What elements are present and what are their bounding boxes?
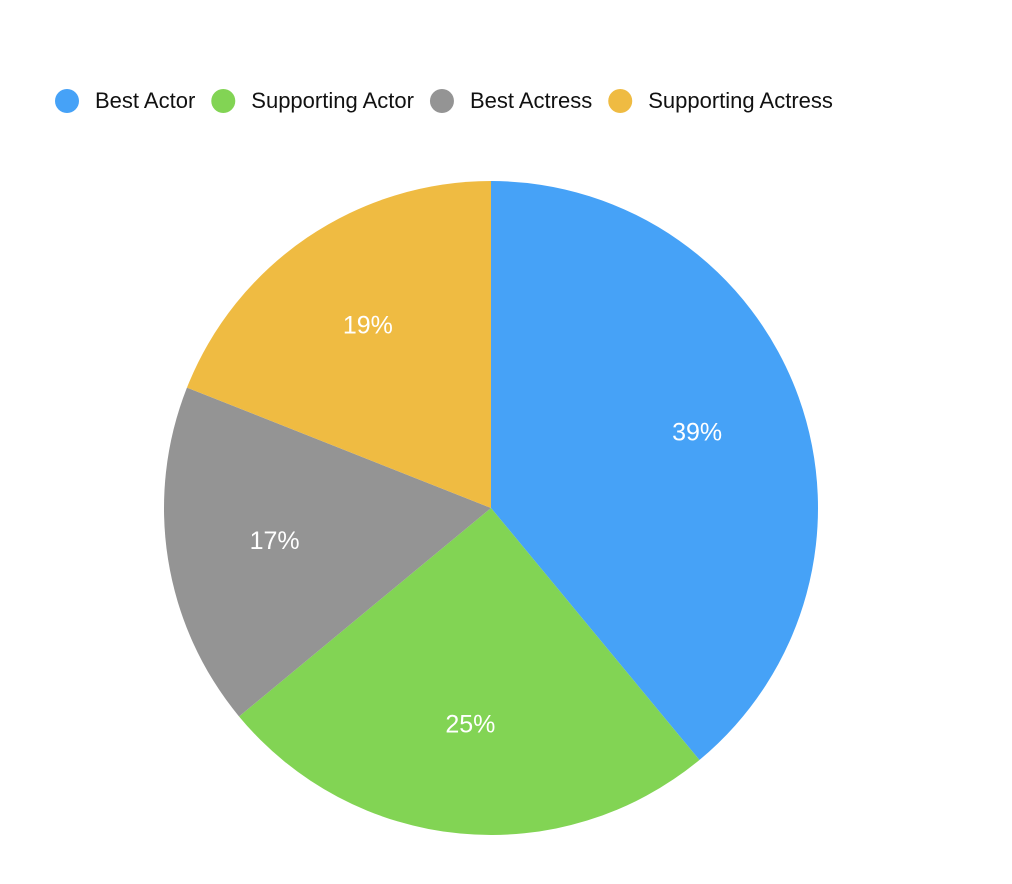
pie-slice (186, 181, 492, 508)
slice-label: 17% (250, 527, 300, 555)
pie-slice (164, 387, 492, 717)
legend-text: Supporting Actress (648, 88, 833, 113)
legend-text: Best Actress (470, 88, 592, 113)
legend-marker (429, 89, 454, 113)
legend-marker (55, 89, 79, 113)
legend-text: Supporting Actor (251, 88, 414, 113)
pie-slice (239, 508, 700, 835)
slice-label: 19% (343, 311, 393, 339)
legend-marker (211, 89, 236, 113)
slice-label: 25% (445, 711, 495, 739)
slice-label: 39% (672, 418, 722, 446)
legend-text: Best Actor (95, 88, 195, 113)
pie-slice (491, 181, 818, 760)
legend-marker (608, 89, 633, 113)
